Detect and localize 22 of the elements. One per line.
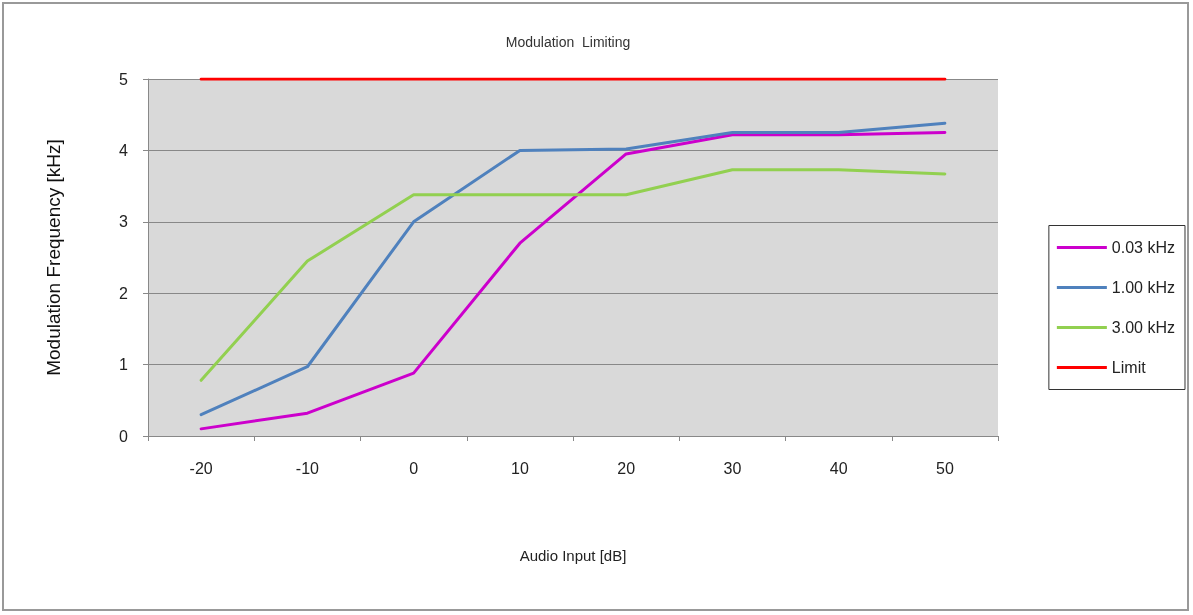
x-tick-label: 30 (723, 459, 742, 477)
legend-label: 1.00 kHz (1111, 279, 1175, 296)
legend-label: 0.03 kHz (1111, 239, 1175, 256)
y-tick-label: 5 (119, 70, 129, 88)
chart-title: Modulation Limiting (505, 34, 631, 50)
x-tick-label: 0 (409, 459, 419, 477)
x-tick-label: 20 (617, 459, 636, 477)
y-tick-label: 2 (119, 284, 129, 302)
x-tick-label: -20 (189, 459, 213, 477)
y-tick-label: 4 (119, 141, 129, 159)
x-tick-label: -10 (295, 459, 320, 477)
x-tick-label: 50 (935, 459, 954, 477)
x-tick-label: 10 (510, 459, 529, 477)
y-tick-label: 1 (119, 356, 129, 374)
legend-label: Limit (1111, 359, 1147, 376)
y-axis-title: Modulation Frequency [kHz] (43, 139, 64, 376)
y-tick-label: 0 (119, 427, 129, 445)
x-axis-title: Audio Input [dB] (519, 547, 627, 564)
y-tick-label: 3 (119, 213, 129, 231)
legend-label: 3.00 kHz (1111, 319, 1175, 336)
line-series (199, 168, 947, 382)
x-tick-label: 40 (829, 459, 848, 477)
